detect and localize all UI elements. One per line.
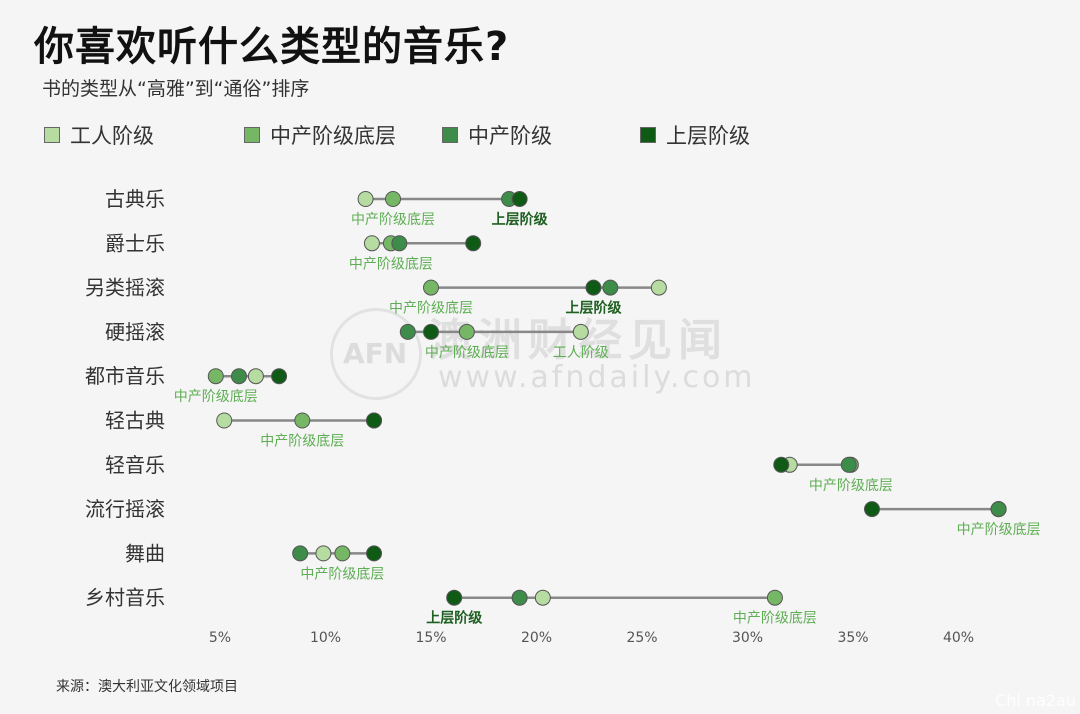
chart-title: 你喜欢听什么类型的音乐?: [34, 24, 510, 70]
watermark-logo-text: AFN: [343, 337, 408, 370]
legend-item: 上层阶级: [640, 120, 750, 150]
data-label: 中产阶级底层: [351, 212, 435, 228]
data-point: [534, 589, 551, 606]
legend-label: 中产阶级: [468, 124, 552, 148]
watermark-url: www.afndaily.com: [438, 360, 756, 395]
x-tick-label: 20%: [521, 630, 552, 646]
data-point: [572, 323, 589, 340]
data-point: [385, 191, 402, 207]
category-label: 轻音乐: [105, 453, 165, 477]
data-point: [357, 191, 374, 207]
data-point: [585, 279, 602, 296]
legend-swatch: [640, 127, 656, 143]
category-label: 硬摇滚: [105, 320, 165, 344]
data-point: [650, 279, 667, 296]
source-note: 来源：澳大利亚文化领域项目: [56, 679, 238, 695]
data-point: [423, 279, 439, 296]
chart-subtitle: 书的类型从“高雅”到“通俗”排序: [42, 78, 310, 100]
x-tick-label: 15%: [415, 630, 446, 646]
data-point: [446, 589, 463, 606]
data-label: 上层阶级: [492, 211, 549, 228]
data-point: [216, 412, 233, 429]
data-point: [334, 545, 351, 562]
category-label: 另类摇滚: [85, 276, 165, 300]
data-label: 中产阶级底层: [809, 478, 893, 494]
category-label: 古典乐: [105, 187, 165, 211]
data-label: 中产阶级底层: [389, 301, 473, 317]
category-label: 乡村音乐: [85, 586, 165, 610]
data-point: [391, 235, 408, 252]
x-tick-label: 5%: [209, 630, 231, 646]
category-label: 流行摇滚: [85, 497, 165, 521]
data-point: [602, 279, 619, 296]
legend: 工人阶级 中产阶级底层 中产阶级 上层阶级: [44, 120, 1044, 150]
category-label: 都市音乐: [85, 364, 165, 388]
data-label: 中产阶级底层: [174, 389, 258, 405]
x-tick-label: 40%: [943, 630, 974, 646]
data-point: [207, 368, 224, 385]
legend-label: 上层阶级: [666, 124, 750, 148]
data-label: 中产阶级底层: [733, 611, 817, 627]
corner-watermark: Chi na2au: [995, 691, 1076, 710]
data-point: [271, 368, 288, 385]
x-tick-label: 35%: [837, 630, 868, 646]
legend-swatch: [244, 127, 260, 143]
x-tick-label: 30%: [732, 630, 763, 646]
category-label: 爵士乐: [105, 231, 165, 255]
data-point: [292, 545, 309, 562]
category-label: 舞曲: [125, 541, 165, 565]
data-point: [247, 368, 264, 385]
data-label: 上层阶级: [565, 300, 622, 317]
data-label: 中产阶级底层: [425, 345, 509, 361]
data-point: [294, 412, 311, 429]
data-point: [366, 545, 383, 562]
watermark-logo: AFN: [330, 308, 422, 400]
category-label: 轻古典: [105, 409, 165, 433]
data-point: [990, 501, 1007, 518]
data-label: 中产阶级底层: [260, 434, 344, 450]
data-point: [511, 191, 528, 207]
legend-swatch: [442, 127, 458, 143]
data-point: [766, 589, 783, 606]
data-point: [773, 456, 790, 473]
data-point: [840, 456, 857, 473]
legend-item: 中产阶级: [442, 120, 552, 150]
legend-label: 工人阶级: [70, 124, 154, 148]
data-label: 中产阶级底层: [300, 566, 384, 582]
data-point: [366, 412, 383, 429]
x-tick-label: 25%: [626, 630, 657, 646]
data-label: 上层阶级: [426, 610, 483, 627]
data-point: [399, 323, 416, 340]
legend-item: 中产阶级底层: [244, 120, 396, 150]
legend-label: 中产阶级底层: [270, 124, 396, 148]
data-point: [363, 235, 380, 252]
legend-item: 工人阶级: [44, 120, 154, 150]
data-label: 中产阶级底层: [957, 522, 1041, 538]
x-tick-label: 10%: [310, 630, 341, 646]
data-point: [423, 323, 439, 340]
data-point: [458, 323, 475, 340]
data-label: 中产阶级底层: [349, 256, 433, 272]
watermark-name: 澳洲财经见闻: [428, 315, 728, 366]
legend-swatch: [44, 127, 60, 143]
data-label: 工人阶级: [553, 345, 609, 361]
data-point: [230, 368, 247, 385]
data-point: [315, 545, 332, 562]
data-point: [863, 501, 880, 518]
data-point: [511, 589, 528, 606]
data-point: [465, 235, 482, 252]
